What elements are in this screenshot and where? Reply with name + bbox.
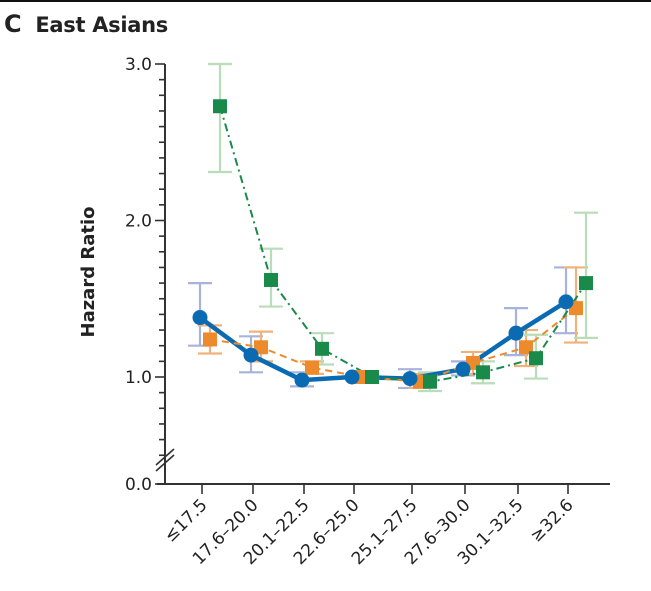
x-tick-labels: ≤17.517.6–20.020.1–22.522.6–25.025.1–27.… (161, 495, 578, 569)
data-point-circle (243, 347, 259, 363)
data-point-square (264, 272, 278, 287)
panel-title-text: East Asians (35, 13, 168, 37)
y-axis-label: Hazard Ratio (78, 206, 99, 337)
y-tick-label: 0.0 (125, 475, 152, 495)
series-line (198, 299, 568, 383)
top-rule (0, 0, 651, 2)
y-tick-label: 1.0 (125, 368, 152, 388)
data-point-square (519, 340, 533, 355)
data-point-square (305, 360, 319, 375)
data-point-circle (192, 310, 208, 326)
y-tick-label: 3.0 (125, 55, 152, 75)
data-point-circle (455, 361, 471, 377)
y-tick-label: 2.0 (125, 212, 152, 232)
data-point-circle (344, 369, 360, 385)
series-line (219, 105, 587, 383)
data-point-square (423, 374, 437, 389)
series-lines (198, 105, 587, 383)
data-point-square (365, 370, 379, 384)
confidence-intervals (188, 62, 598, 393)
error-bar (208, 62, 232, 174)
data-point-square (529, 351, 543, 366)
data-point-circle (294, 372, 310, 388)
error-bar (574, 211, 598, 339)
data-point-circle (508, 325, 524, 341)
panel-title: C East Asians (4, 10, 168, 38)
axes: 0.0 1.0 2.0 3.0 (125, 55, 610, 495)
data-point-square (213, 99, 227, 114)
data-point-square (254, 340, 268, 355)
panel-letter: C (4, 10, 22, 38)
data-point-circle (402, 371, 418, 387)
data-point-square (203, 332, 217, 347)
data-point-circle (558, 294, 574, 310)
data-point-square (579, 276, 593, 291)
data-point-square (476, 365, 490, 380)
series-markers (192, 99, 593, 389)
data-point-square (315, 341, 329, 356)
x-tick-label: ≥32.6 (527, 495, 578, 546)
axis-break-mark (155, 454, 175, 472)
axis-break-mark (155, 448, 175, 466)
